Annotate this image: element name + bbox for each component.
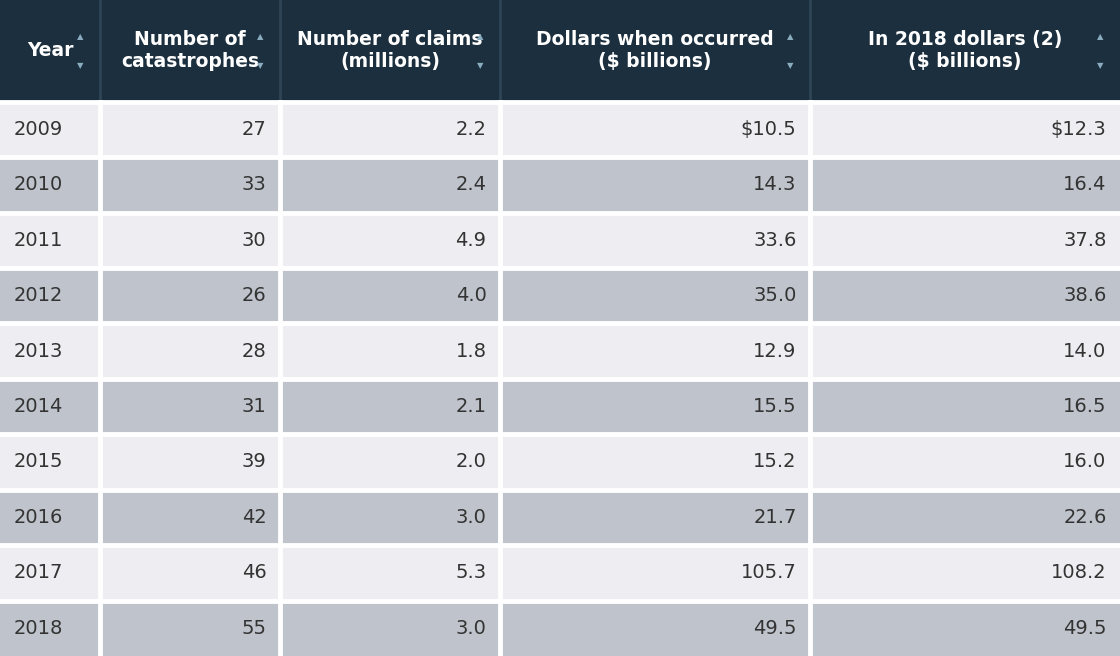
Bar: [280, 0, 500, 102]
Text: 2012: 2012: [13, 286, 63, 305]
Bar: [100, 545, 280, 601]
Text: Number of
catastrophes: Number of catastrophes: [121, 30, 259, 72]
Bar: [0, 601, 100, 656]
Bar: [100, 213, 280, 268]
Text: 12.9: 12.9: [753, 342, 796, 361]
Bar: [0, 157, 100, 213]
Bar: [500, 323, 810, 379]
Text: ▲: ▲: [76, 32, 83, 41]
Bar: [280, 545, 500, 601]
Text: 4.9: 4.9: [456, 231, 486, 250]
Bar: [280, 601, 500, 656]
Text: 2016: 2016: [13, 508, 63, 527]
Bar: [500, 545, 810, 601]
Bar: [810, 0, 1120, 102]
Text: 55: 55: [242, 619, 267, 638]
Bar: [100, 102, 280, 157]
Bar: [500, 157, 810, 213]
Text: 15.2: 15.2: [753, 453, 796, 472]
Text: 46: 46: [242, 564, 267, 583]
Text: 2011: 2011: [13, 231, 63, 250]
Bar: [100, 0, 280, 102]
Bar: [500, 102, 810, 157]
Bar: [100, 489, 280, 545]
Text: 2017: 2017: [13, 564, 63, 583]
Text: $10.5: $10.5: [740, 120, 796, 139]
Bar: [810, 102, 1120, 157]
Bar: [500, 489, 810, 545]
Text: 22.6: 22.6: [1063, 508, 1107, 527]
Text: 37.8: 37.8: [1063, 231, 1107, 250]
Text: 2.1: 2.1: [456, 397, 486, 416]
Text: 16.5: 16.5: [1063, 397, 1107, 416]
Text: ▲: ▲: [786, 32, 793, 41]
Text: 2013: 2013: [13, 342, 63, 361]
Bar: [280, 268, 500, 323]
Text: 31: 31: [242, 397, 267, 416]
Text: ▼: ▼: [476, 61, 483, 70]
Bar: [280, 213, 500, 268]
Bar: [280, 434, 500, 489]
Bar: [810, 434, 1120, 489]
Text: 2015: 2015: [13, 453, 63, 472]
Text: 105.7: 105.7: [740, 564, 796, 583]
Text: Year: Year: [27, 41, 73, 60]
Text: 38.6: 38.6: [1063, 286, 1107, 305]
Text: 2.2: 2.2: [456, 120, 486, 139]
Bar: [0, 268, 100, 323]
Text: 2014: 2014: [13, 397, 63, 416]
Text: 2009: 2009: [13, 120, 63, 139]
Text: In 2018 dollars (2)
($ billions): In 2018 dollars (2) ($ billions): [868, 30, 1062, 72]
Text: 2.4: 2.4: [456, 175, 486, 194]
Text: 4.0: 4.0: [456, 286, 486, 305]
Bar: [0, 489, 100, 545]
Text: ▲: ▲: [476, 32, 483, 41]
Text: 3.0: 3.0: [456, 508, 486, 527]
Bar: [100, 601, 280, 656]
Bar: [100, 268, 280, 323]
Text: ▼: ▼: [256, 61, 263, 70]
Bar: [0, 0, 100, 102]
Text: 3.0: 3.0: [456, 619, 486, 638]
Text: 30: 30: [242, 231, 267, 250]
Bar: [100, 379, 280, 434]
Bar: [500, 601, 810, 656]
Text: 16.4: 16.4: [1063, 175, 1107, 194]
Text: 28: 28: [242, 342, 267, 361]
Text: 39: 39: [242, 453, 267, 472]
Bar: [810, 268, 1120, 323]
Bar: [100, 434, 280, 489]
Bar: [280, 379, 500, 434]
Bar: [0, 545, 100, 601]
Text: 2.0: 2.0: [456, 453, 486, 472]
Bar: [810, 545, 1120, 601]
Bar: [0, 323, 100, 379]
Text: ▲: ▲: [1096, 32, 1103, 41]
Text: 16.0: 16.0: [1063, 453, 1107, 472]
Text: $12.3: $12.3: [1051, 120, 1107, 139]
Bar: [280, 102, 500, 157]
Bar: [500, 434, 810, 489]
Text: 5.3: 5.3: [456, 564, 486, 583]
Text: 42: 42: [242, 508, 267, 527]
Text: 33: 33: [242, 175, 267, 194]
Text: Number of claims
(millions): Number of claims (millions): [297, 30, 483, 72]
Bar: [500, 0, 810, 102]
Text: 14.3: 14.3: [753, 175, 796, 194]
Bar: [810, 213, 1120, 268]
Text: 49.5: 49.5: [1063, 619, 1107, 638]
Bar: [810, 379, 1120, 434]
Bar: [0, 102, 100, 157]
Bar: [100, 323, 280, 379]
Text: 27: 27: [242, 120, 267, 139]
Text: 21.7: 21.7: [753, 508, 796, 527]
Bar: [0, 379, 100, 434]
Text: 33.6: 33.6: [753, 231, 796, 250]
Text: 49.5: 49.5: [753, 619, 796, 638]
Text: ▼: ▼: [76, 61, 83, 70]
Text: 35.0: 35.0: [753, 286, 796, 305]
Text: ▼: ▼: [786, 61, 793, 70]
Bar: [280, 323, 500, 379]
Bar: [0, 434, 100, 489]
Bar: [280, 489, 500, 545]
